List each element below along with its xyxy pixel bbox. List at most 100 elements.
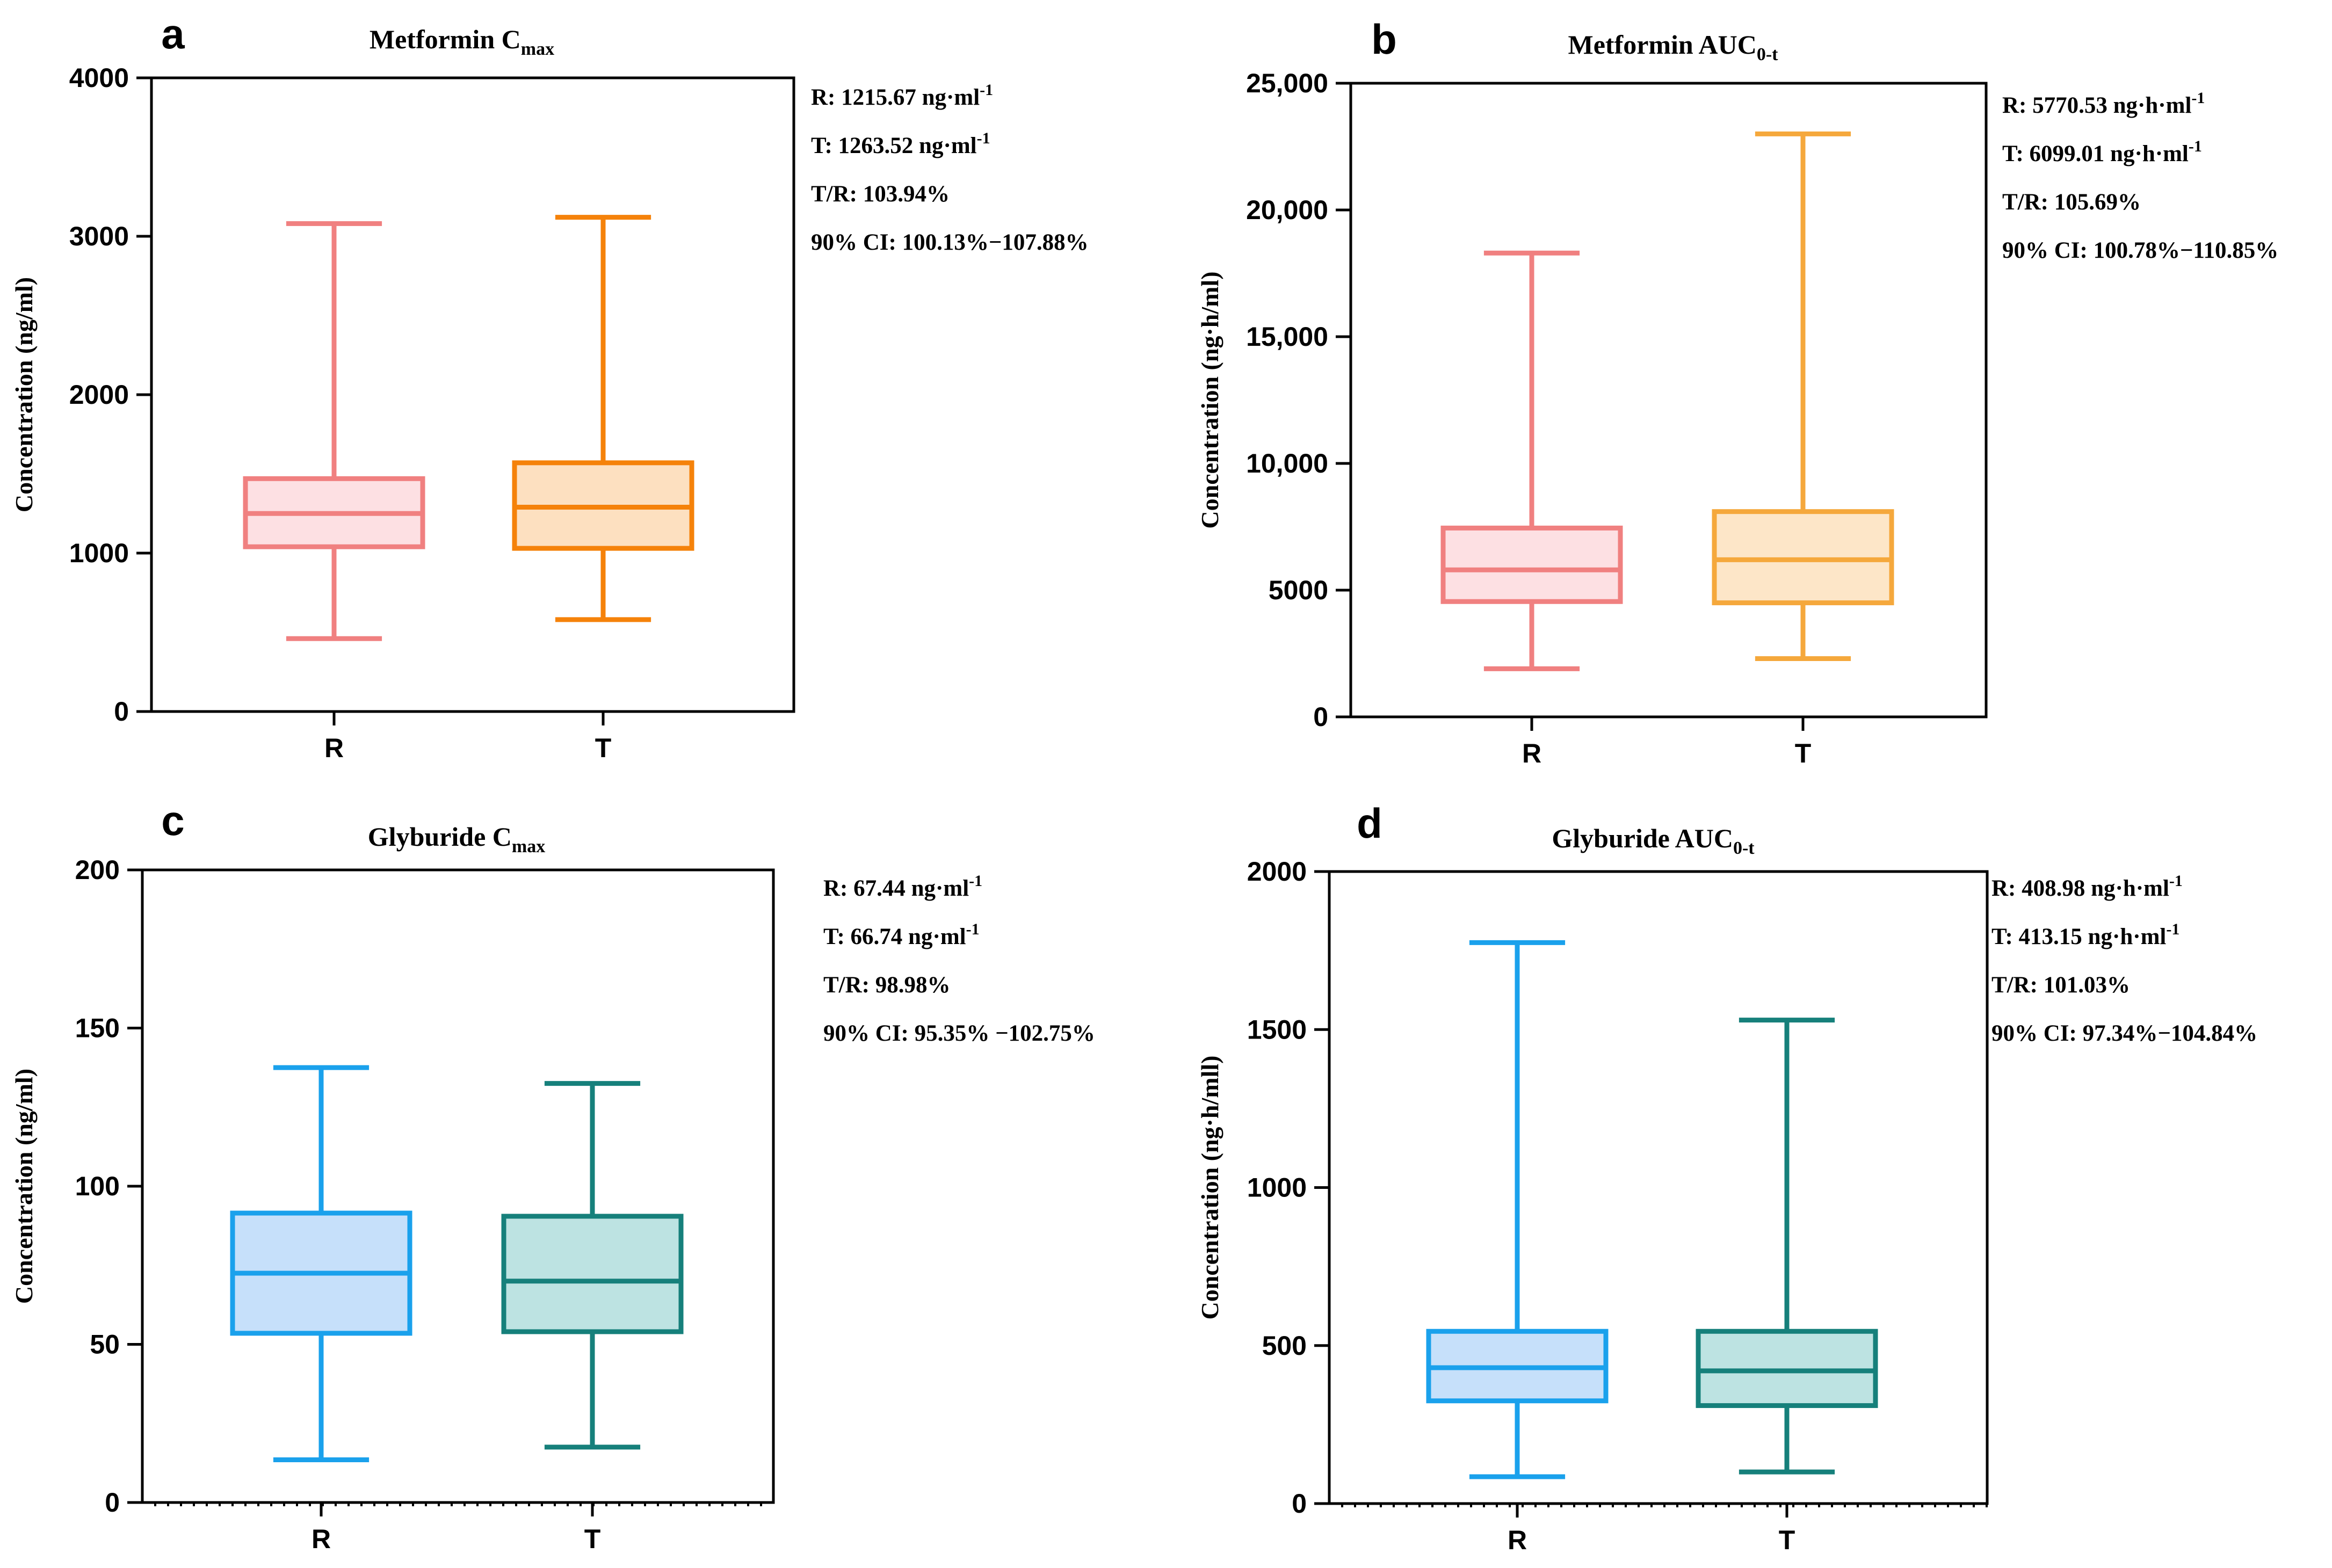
stat-text: T/R: 103.94%	[811, 182, 950, 207]
panel-label: a	[161, 10, 185, 57]
stat-text: T: 6099.01 ng·h·ml	[2002, 141, 2189, 166]
chart-title-subscript: max	[521, 39, 554, 59]
stat-line: T/R: 105.69%	[2002, 190, 2141, 215]
y-axis-label: Concentration (ng·h/mll)	[1196, 1056, 1223, 1320]
stat-line: T/R: 101.03%	[1991, 972, 2130, 998]
y-tick-label: 2000	[69, 380, 129, 410]
box-iqr	[1440, 525, 1623, 604]
box-iqr	[1712, 509, 1894, 606]
panel-label: b	[1371, 16, 1397, 63]
x-tick-label: R	[312, 1524, 331, 1554]
chart-title-main: Glyburide C	[368, 822, 512, 852]
box-T	[512, 215, 694, 622]
y-tick-label: 4000	[69, 63, 129, 93]
panel-a: a Metformin Cmax Concentration (ng/ml) 0 100…	[10, 10, 1089, 763]
plot-frame	[1328, 870, 1989, 1505]
stat-superscript: -1	[977, 129, 990, 147]
y-axis-label: Concentration (ng/ml)	[10, 1069, 38, 1304]
stat-line: R: 408.98 ng·h·ml-1	[1991, 872, 2183, 901]
y-tick-label: 15,000	[1246, 322, 1328, 352]
y-tick-label: 5000	[1269, 575, 1328, 605]
stat-superscript: -1	[2166, 920, 2179, 938]
stat-text: 90% CI: 100.78%−110.85%	[2002, 238, 2278, 263]
y-tick-label: 1000	[69, 538, 129, 568]
stat-line: T/R: 98.98%	[823, 972, 951, 998]
stat-text: T/R: 105.69%	[2002, 190, 2141, 215]
stat-line: R: 5770.53 ng·h·ml-1	[2002, 89, 2205, 118]
stat-text: T: 66.74 ng·ml	[823, 924, 966, 949]
stat-line: T: 1263.52 ng·ml-1	[811, 129, 990, 158]
stat-text: R: 408.98 ng·h·ml	[1991, 876, 2169, 901]
stat-line: T: 66.74 ng·ml-1	[823, 920, 980, 949]
x-tick-label: T	[595, 733, 612, 763]
stat-line: T: 413.15 ng·h·ml-1	[1991, 920, 2179, 949]
chart-title-main: Metformin C	[370, 24, 521, 54]
stat-text: T: 1263.52 ng·ml	[811, 133, 977, 158]
x-tick-label: T	[1779, 1525, 1795, 1555]
x-tick-label: T	[584, 1524, 601, 1554]
stat-line: R: 67.44 ng·ml-1	[823, 872, 982, 901]
y-tick-label: 3000	[69, 221, 129, 251]
y-tick-label: 100	[75, 1171, 120, 1201]
stat-line: 90% CI: 100.13%−107.88%	[811, 230, 1089, 255]
x-tick-label: R	[1508, 1525, 1527, 1555]
stat-text: T: 413.15 ng·h·ml	[1991, 924, 2166, 949]
y-tick-label: 1500	[1247, 1014, 1307, 1044]
panel-b: b Metformin AUC0-t Concentration (ng·h/ml)…	[1196, 16, 2278, 768]
stat-superscript: -1	[980, 81, 993, 99]
y-tick-label: 1000	[1247, 1173, 1307, 1203]
stat-line: T: 6099.01 ng·h·ml-1	[2002, 137, 2202, 166]
y-tick-label: 0	[114, 696, 129, 727]
panel-d: d Glyburide AUC0-t Concentration (ng·h/mll…	[1196, 800, 2257, 1555]
y-tick-label: 20,000	[1246, 195, 1328, 225]
chart-title: Metformin Cmax	[370, 24, 554, 59]
chart-title-main: Glyburide AUC	[1552, 823, 1733, 853]
chart-title: Metformin AUC0-t	[1568, 30, 1779, 64]
plot-frame	[1349, 82, 1988, 718]
x-tick-label: R	[1522, 738, 1541, 768]
panel-label: c	[161, 797, 184, 844]
y-tick-label: 0	[105, 1487, 120, 1518]
stat-superscript: -1	[2191, 89, 2205, 107]
chart-title: Glyburide Cmax	[368, 822, 545, 856]
box-R	[1440, 250, 1623, 671]
y-tick-label: 0	[1313, 702, 1328, 732]
stat-superscript: -1	[2169, 872, 2183, 890]
panel-label: d	[1357, 800, 1382, 847]
y-axis-label: Concentration (ng·h/ml)	[1196, 271, 1223, 528]
plot-frame	[150, 76, 795, 713]
x-tick-label: T	[1795, 738, 1812, 768]
stat-line: 90% CI: 95.35% −102.75%	[823, 1021, 1095, 1046]
y-tick-label: 2000	[1247, 856, 1307, 887]
box-R	[230, 1065, 412, 1462]
stat-superscript: -1	[2189, 137, 2202, 155]
box-R	[1426, 940, 1609, 1479]
y-tick-label: 500	[1262, 1331, 1307, 1361]
chart-title-main: Metformin AUC	[1568, 30, 1757, 60]
chart-title-subscript: 0-t	[1757, 45, 1778, 64]
y-tick-label: 10,000	[1246, 448, 1328, 478]
stat-text: T/R: 98.98%	[823, 972, 951, 998]
x-tick-label: R	[324, 733, 344, 763]
plot-frame	[141, 868, 775, 1504]
stat-text: 90% CI: 97.34%−104.84%	[1991, 1021, 2257, 1046]
box-R	[243, 221, 425, 641]
box-T	[1712, 131, 1894, 661]
stat-text: T/R: 101.03%	[1991, 972, 2130, 998]
stat-text: 90% CI: 95.35% −102.75%	[823, 1021, 1095, 1046]
stat-text: 90% CI: 100.13%−107.88%	[811, 230, 1089, 255]
y-tick-label: 0	[1292, 1489, 1307, 1519]
y-tick-label: 25,000	[1246, 68, 1328, 98]
y-tick-label: 150	[75, 1013, 120, 1043]
box-T	[501, 1081, 684, 1450]
y-tick-label: 50	[90, 1330, 120, 1360]
box-T	[1696, 1018, 1878, 1475]
stat-text: R: 1215.67 ng·ml	[811, 85, 980, 110]
chart-title: Glyburide AUC0-t	[1552, 823, 1755, 858]
y-tick-label: 200	[75, 855, 120, 885]
panel-c: c Glyburide Cmax Concentration (ng/ml) 0 50 1…	[10, 797, 1095, 1554]
stat-text: R: 67.44 ng·ml	[823, 876, 969, 901]
chart-title-subscript: max	[512, 837, 545, 856]
y-axis-label: Concentration (ng/ml)	[10, 277, 38, 512]
